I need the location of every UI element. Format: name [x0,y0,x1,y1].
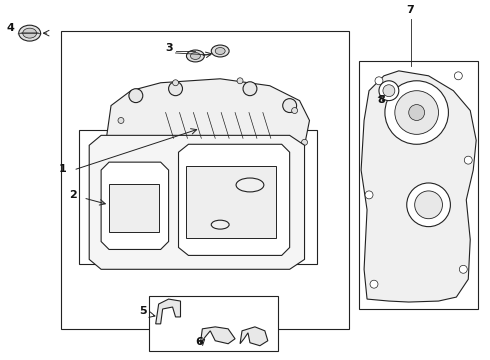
Ellipse shape [211,45,229,57]
Polygon shape [240,327,268,346]
Polygon shape [101,162,169,249]
Ellipse shape [191,53,200,59]
Ellipse shape [215,48,225,54]
Bar [187,166,276,238]
Bar [359,61,478,309]
Ellipse shape [236,178,264,192]
Ellipse shape [211,220,229,229]
Circle shape [395,91,439,134]
Text: 4: 4 [7,23,15,33]
Polygon shape [200,327,235,344]
Circle shape [379,81,399,100]
Polygon shape [106,79,310,178]
Polygon shape [89,135,305,269]
Text: 7: 7 [407,5,415,15]
Bar [149,296,278,351]
Circle shape [237,78,243,84]
Text: 2: 2 [70,190,77,200]
Circle shape [375,77,383,85]
Text: 8: 8 [377,95,385,105]
Circle shape [385,81,448,144]
Circle shape [169,82,182,96]
Circle shape [292,108,297,113]
Circle shape [301,139,308,145]
Text: 1: 1 [59,164,66,174]
Circle shape [243,82,257,96]
Circle shape [415,191,442,219]
Text: 5: 5 [139,306,147,316]
Circle shape [283,99,296,113]
Bar [109,184,159,231]
Circle shape [383,85,395,96]
Circle shape [459,265,467,273]
Circle shape [454,72,462,80]
Circle shape [407,183,450,227]
Circle shape [409,105,425,121]
Circle shape [129,89,143,103]
Circle shape [172,80,178,86]
Polygon shape [361,71,476,302]
Bar [79,130,318,264]
Circle shape [118,117,124,123]
Ellipse shape [187,50,204,62]
Polygon shape [178,144,290,255]
Circle shape [370,280,378,288]
Bar [61,31,349,329]
Ellipse shape [19,25,41,41]
Text: 6: 6 [196,337,203,347]
Circle shape [465,156,472,164]
Ellipse shape [23,28,37,38]
Circle shape [365,191,373,199]
Polygon shape [156,299,180,324]
Text: 3: 3 [166,43,173,53]
